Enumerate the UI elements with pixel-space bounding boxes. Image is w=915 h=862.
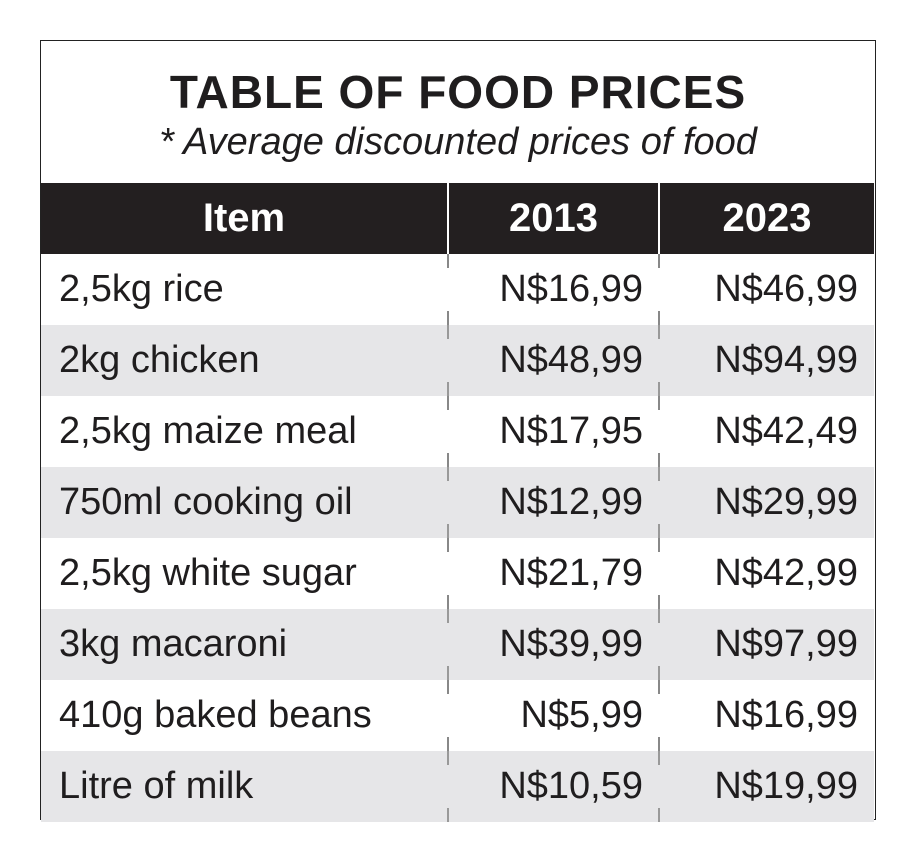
item-cell: 2,5kg maize meal (59, 410, 357, 452)
price-2023-cell: N$29,99 (658, 467, 874, 538)
table-title: TABLE OF FOOD PRICES (169, 66, 747, 118)
table-header-block: TABLE OF FOOD PRICES * Average discounte… (41, 41, 875, 183)
table-row: 2,5kg white sugar N$21,79 N$42,99 (41, 538, 874, 609)
price-2013-cell: N$48,99 (447, 325, 659, 396)
price-2023-cell: N$42,49 (658, 396, 874, 467)
item-cell: 750ml cooking oil (59, 481, 353, 523)
price-2023-cell: N$94,99 (658, 325, 874, 396)
price-2023-cell: N$46,99 (658, 254, 874, 325)
column-header-2013: 2013 (447, 183, 659, 254)
table-row: 750ml cooking oil N$12,99 N$29,99 (41, 467, 874, 538)
price-2023-cell: N$42,99 (658, 538, 874, 609)
item-cell: 2,5kg white sugar (59, 552, 357, 594)
price-2013-cell: N$5,99 (447, 680, 659, 751)
item-cell: 3kg macaroni (59, 623, 288, 665)
item-cell: 2kg chicken (59, 339, 260, 381)
price-2013-cell: N$21,79 (447, 538, 659, 609)
price-2023-cell: N$16,99 (658, 680, 874, 751)
table-row: 410g baked beans N$5,99 N$16,99 (41, 680, 874, 751)
item-cell: 2,5kg rice (59, 268, 224, 310)
table-row: 2kg chicken N$48,99 N$94,99 (41, 325, 874, 396)
price-2013-cell: N$12,99 (447, 467, 659, 538)
price-2023-cell: N$97,99 (658, 609, 874, 680)
item-cell: Litre of milk (59, 765, 254, 807)
table-row: 3kg macaroni N$39,99 N$97,99 (41, 609, 874, 680)
item-cell: 410g baked beans (59, 694, 372, 736)
price-2013-cell: N$17,95 (447, 396, 659, 467)
column-header-row: Item 2013 2023 (41, 183, 874, 254)
table-row: 2,5kg maize meal N$17,95 N$42,49 (41, 396, 874, 467)
price-2013-cell: N$39,99 (447, 609, 659, 680)
column-header-2023: 2023 (658, 183, 874, 254)
price-2013-cell: N$10,59 (447, 751, 659, 822)
price-table-frame: TABLE OF FOOD PRICES * Average discounte… (40, 40, 876, 822)
food-price-table: Item 2013 2023 2,5kg rice N$16,99 N$46,99 2… (41, 183, 874, 822)
table-row: Litre of milk N$10,59 N$19,99 (41, 751, 874, 822)
price-2013-cell: N$16,99 (447, 254, 659, 325)
column-header-item: Item (202, 196, 286, 240)
table-body: 2,5kg rice N$16,99 N$46,99 2kg chicken N$48,… (41, 254, 874, 822)
price-2023-cell: N$19,99 (658, 751, 874, 822)
table-subtitle: * Average discounted prices of food (159, 121, 757, 163)
table-row: 2,5kg rice N$16,99 N$46,99 (41, 254, 874, 325)
